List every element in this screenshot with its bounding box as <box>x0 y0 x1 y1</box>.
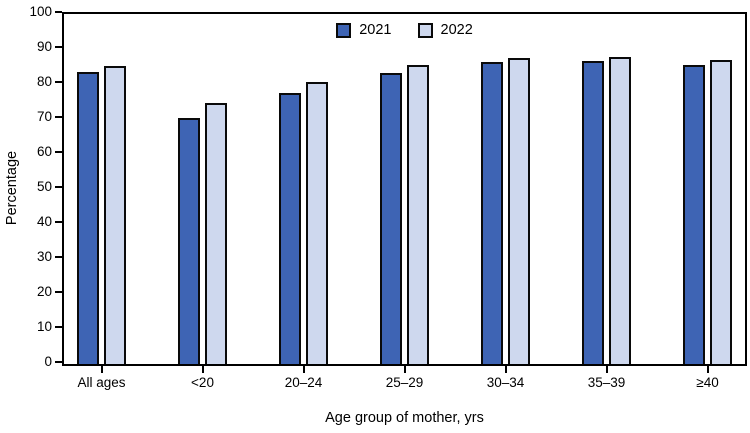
y-axis-tick <box>55 326 62 328</box>
bar-2021-<20 <box>178 117 200 364</box>
y-axis-title: Percentage <box>4 150 20 226</box>
y-axis-tick-label: 100 <box>29 4 52 19</box>
bar-group-6 <box>582 14 631 364</box>
y-axis-tick <box>55 11 62 13</box>
x-axis-tick-label: <20 <box>191 375 214 390</box>
y-axis-tick-label: 20 <box>36 284 52 299</box>
y-axis-tick <box>55 151 62 153</box>
x-axis-tick <box>504 366 507 373</box>
bar-2021-≥40 <box>683 65 705 364</box>
bar-2022-≥40 <box>710 59 732 364</box>
bar-2021-30–34 <box>481 61 503 364</box>
bar-2021-20–24 <box>279 93 301 364</box>
y-axis-tick-label: 40 <box>36 214 52 229</box>
y-axis-tick-label: 10 <box>36 319 52 334</box>
bar-2021-35–39 <box>582 60 604 364</box>
x-axis-tick <box>706 366 709 373</box>
x-axis-tick-label: 30–34 <box>486 375 525 390</box>
plot-area: 0 10 20 30 40 50 60 70 80 90 100 All ages <20 20–24 25… <box>29 4 747 390</box>
bar-group-3 <box>279 14 328 364</box>
y-axis-tick-label: 60 <box>36 144 52 159</box>
x-axis-tick <box>403 366 406 373</box>
bar-2022-<20 <box>205 103 227 364</box>
y-axis-tick <box>55 221 62 223</box>
x-axis-tick <box>605 366 608 373</box>
y-axis-tick-label: 90 <box>36 39 52 54</box>
y-axis-tick <box>55 361 62 363</box>
y-axis-tick-label: 30 <box>36 249 52 264</box>
y-axis-tick <box>55 291 62 293</box>
x-axis-title: Age group of mother, yrs <box>325 410 484 426</box>
x-axis-tick-label: 20–24 <box>284 375 323 390</box>
x-axis-tick-label: 35–39 <box>587 375 626 390</box>
bar-2021-25–29 <box>380 72 402 364</box>
bar-2022-25–29 <box>407 65 429 364</box>
bar-2022-20–24 <box>306 81 328 364</box>
y-axis-tick-label: 70 <box>36 109 52 124</box>
y-axis-tick <box>55 256 62 258</box>
bar-2022-All ages <box>104 65 126 364</box>
y-axis-tick-label: 80 <box>36 74 52 89</box>
bar-2021-All ages <box>77 72 99 364</box>
x-axis-tick-label: 25–29 <box>385 375 424 390</box>
x-axis-tick <box>201 366 204 373</box>
bar-2022-35–39 <box>609 57 631 364</box>
y-axis-tick-label: 0 <box>44 354 52 369</box>
bar-group-5 <box>481 14 530 364</box>
x-axis-tick-label: All ages <box>77 375 126 390</box>
y-axis-tick <box>55 81 62 83</box>
bar-group-1 <box>77 14 126 364</box>
x-axis-tick <box>302 366 305 373</box>
bar-group-7 <box>683 14 732 364</box>
x-axis-tick-label: ≥40 <box>696 375 719 390</box>
y-axis-tick <box>55 46 62 48</box>
x-axis-tick <box>100 366 103 373</box>
bar-group-2 <box>178 14 227 364</box>
y-axis-tick-label: 50 <box>36 179 52 194</box>
bar-group-4 <box>380 14 429 364</box>
y-axis-tick <box>55 116 62 118</box>
bar-2022-30–34 <box>508 58 530 364</box>
y-axis-tick <box>55 186 62 188</box>
